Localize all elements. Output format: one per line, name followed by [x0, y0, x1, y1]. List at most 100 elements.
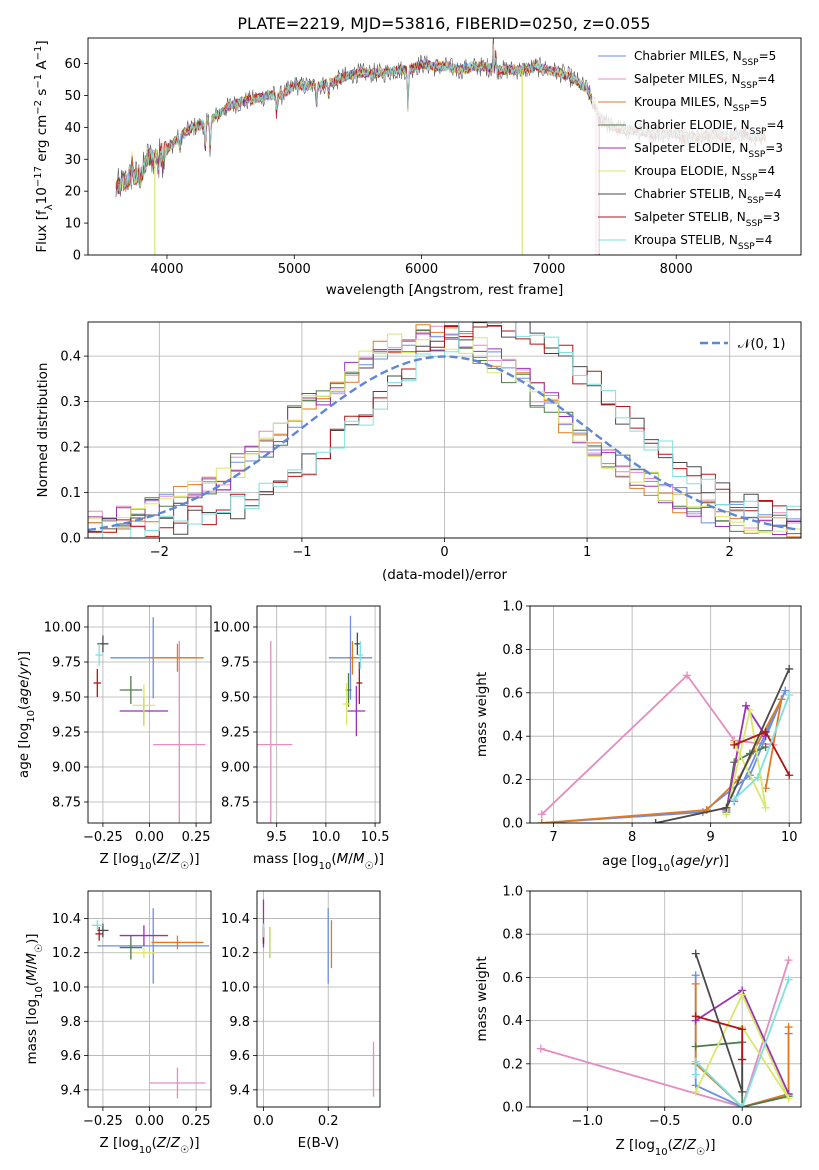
y-tick-label: 60 [64, 57, 81, 72]
weight-vs-age-axes: 7 8 9 10 0.0 0.2 0.4 0.6 0.8 1.0 age [log10(age/yr… [474, 600, 802, 874]
residual-histogram-step [88, 325, 801, 537]
y-tick-label: 9.6 [229, 1049, 250, 1064]
residuals-x-label: (data-model)/error [382, 567, 508, 583]
y-tick-label: 50 [64, 89, 81, 104]
age-vs-Z-plot-area [93, 617, 206, 823]
y-tick-label: 8.75 [221, 796, 250, 811]
x-tick-label: 1 [583, 545, 591, 560]
x-tick-label: −1.0 [572, 1114, 604, 1129]
x-tick-label: 0.0 [253, 1114, 274, 1129]
error-bar-point [132, 684, 156, 727]
y-tick-label: 0.1 [60, 486, 81, 501]
x-tick-label: 5000 [278, 262, 311, 277]
x-tick-label: 0.00 [135, 1114, 164, 1129]
mass-vs-ebv-plot-area [262, 899, 375, 1097]
mass-weight-series-line [540, 959, 790, 1107]
mass-weight-marker [730, 795, 739, 804]
error-bar-point [119, 935, 143, 960]
y-tick-label: 10.4 [221, 912, 250, 927]
weight-vs-Z-x-label: Z [log10(Z/Z☉)] [616, 1137, 716, 1158]
x-tick-label: 0.0 [732, 1114, 753, 1129]
error-bar-point [342, 683, 351, 725]
y-tick-label: 0.0 [60, 532, 81, 547]
mass-weight-marker [722, 803, 731, 812]
mass-weight-marker [777, 695, 786, 704]
mass-weight-marker [691, 971, 700, 980]
mass-weight-marker [781, 686, 790, 695]
mass-weight-marker [536, 1044, 545, 1053]
mass-weight-marker [738, 1087, 747, 1096]
x-tick-label: −1 [292, 545, 311, 560]
error-bar-point [151, 643, 204, 672]
mass-vs-Z-y-label: mass [log10(M/M☉)] [24, 933, 45, 1064]
x-tick-label: 10.5 [361, 830, 390, 845]
error-bar-point [95, 927, 103, 941]
mass-weight-marker [691, 1087, 700, 1096]
residuals-y-label: Normed distribution [35, 363, 51, 498]
y-tick-label: 9.6 [60, 1049, 81, 1064]
y-tick-label: 0.2 [60, 441, 81, 456]
age-vs-Z-x-label: Z [log10(Z/Z☉)] [100, 851, 200, 872]
mass-weight-marker [738, 1103, 747, 1107]
mass-weight-marker [784, 956, 793, 965]
residual-histogram-step [88, 322, 801, 538]
x-tick-label: 0.25 [182, 1114, 211, 1129]
x-tick-label: 0.25 [182, 830, 211, 845]
error-bar-point [93, 669, 102, 697]
mass-weight-marker [691, 1042, 700, 1051]
x-tick-label: 10.0 [311, 830, 340, 845]
weight-vs-age-frame [529, 605, 802, 824]
x-tick-label: 10 [781, 830, 798, 845]
error-bar-point [153, 641, 206, 823]
mass-weight-marker [691, 949, 700, 958]
mass-weight-marker [784, 1094, 793, 1103]
y-tick-label: 0.2 [502, 1057, 523, 1072]
y-tick-label: 0.8 [502, 928, 523, 943]
legend-entry: 𝒩(0, 1) [738, 337, 785, 352]
x-tick-label: 0.00 [135, 830, 164, 845]
mass-weight-series-line [725, 710, 767, 815]
x-tick-label: 6000 [405, 262, 438, 277]
mass-weight-series-line [541, 674, 774, 815]
age-vs-mass-x-label: mass [log10(M/M☉)] [253, 851, 384, 872]
age-vs-Z-y-label: age [log10(age/yr)] [16, 651, 37, 778]
x-tick-label: −2 [150, 545, 169, 560]
svg-text:mass [log10(M/M☉)]: mass [log10(M/M☉)] [24, 933, 45, 1064]
mass-vs-ebv-x-label: E(B-V) [298, 1135, 340, 1151]
mass-weight-marker [742, 701, 751, 710]
mass-weight-marker [691, 1057, 700, 1066]
mass-weight-marker [785, 771, 794, 780]
x-tick-label: 2 [726, 545, 734, 560]
mass-vs-Z-axes: −0.25 0.00 0.25 9.4 9.6 9.8 10.0 10.2 10.4 Z [log… [24, 890, 212, 1156]
mass-weight-marker [761, 727, 770, 736]
x-tick-label: 8000 [660, 262, 693, 277]
error-bar-point [347, 641, 358, 675]
error-bar-point [357, 641, 364, 669]
error-bar-point [354, 632, 361, 655]
mass-vs-Z-plot-area [91, 908, 210, 1099]
y-tick-label: 9.50 [221, 691, 250, 706]
y-tick-label: 9.75 [52, 656, 81, 671]
y-tick-label: 0.4 [502, 730, 523, 745]
mass-weight-marker [745, 706, 754, 715]
mass-weight-marker [785, 690, 794, 699]
mass-weight-marker [753, 773, 762, 782]
x-tick-label: 4000 [150, 262, 183, 277]
x-tick-label: −0.25 [83, 1114, 123, 1129]
mass-weight-marker [738, 1025, 747, 1034]
y-tick-label: 20 [64, 185, 81, 200]
x-tick-label: 9.5 [266, 830, 287, 845]
error-bar-point [91, 920, 103, 931]
error-bar-point [119, 676, 143, 704]
mass-weight-marker [738, 1055, 747, 1064]
mass-weight-series-line [694, 979, 790, 1107]
x-tick-label: 7000 [532, 262, 565, 277]
x-tick-label: 7 [549, 830, 557, 845]
spectrum-y-label: Flux [fλ10−17 erg cm−2 s−1 A−1] [33, 40, 55, 252]
mass-weight-marker [691, 979, 700, 988]
weight-vs-age-plot-area [537, 664, 794, 823]
y-tick-label: 1.0 [502, 885, 523, 900]
weight-vs-age-x-label: age [log10(age/yr)] [602, 853, 729, 874]
